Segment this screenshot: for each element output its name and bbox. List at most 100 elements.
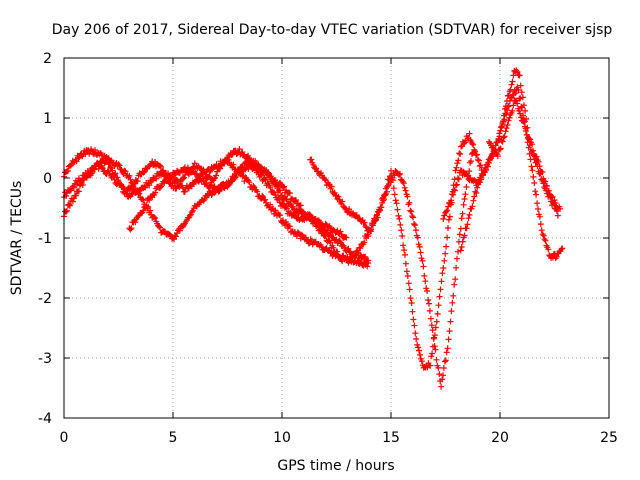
data-point [462, 191, 469, 198]
data-point [311, 216, 318, 222]
data-point [116, 162, 123, 169]
data-point [136, 190, 143, 197]
data-point [180, 175, 187, 182]
data-point [152, 189, 159, 196]
data-point [390, 185, 397, 192]
data-point [536, 213, 543, 220]
data-point [127, 226, 134, 233]
data-point [231, 175, 238, 182]
data-point [445, 225, 451, 231]
data-point [454, 255, 460, 262]
data-point [401, 184, 408, 191]
data-point [470, 197, 477, 204]
series-group [344, 130, 485, 371]
data-point [441, 257, 448, 264]
data-point [472, 148, 479, 155]
data-point [413, 336, 420, 342]
data-point [444, 234, 451, 241]
data-point [499, 120, 506, 127]
data-point [361, 219, 368, 226]
data-point [448, 308, 455, 315]
data-point [156, 162, 163, 169]
data-point [472, 188, 479, 195]
data-point [343, 234, 350, 241]
data-point [186, 212, 193, 219]
data-point [445, 336, 452, 343]
data-point [417, 351, 423, 358]
data-point [531, 180, 538, 186]
data-point [115, 161, 122, 168]
data-point [517, 95, 524, 102]
data-point [463, 184, 470, 190]
data-point [470, 141, 477, 148]
data-point [411, 221, 417, 227]
data-point [378, 204, 385, 211]
data-point [69, 198, 76, 205]
data-point [477, 179, 484, 186]
data-point [455, 248, 461, 255]
data-point [281, 183, 287, 190]
data-point [306, 211, 313, 218]
data-point [459, 238, 466, 245]
data-point [501, 133, 508, 140]
data-point [457, 151, 464, 157]
data-point [310, 216, 317, 223]
data-point [445, 216, 452, 223]
data-point [456, 231, 463, 238]
data-point [466, 130, 473, 137]
data-point [460, 140, 467, 147]
x-tick-label: 15 [382, 430, 400, 446]
data-point [530, 173, 537, 180]
data-point [471, 193, 478, 200]
data-point [424, 288, 431, 294]
data-point [514, 100, 521, 107]
data-point [75, 188, 82, 195]
data-point [436, 371, 443, 378]
data-point [483, 167, 489, 174]
data-point [446, 328, 453, 335]
data-point [459, 210, 466, 217]
data-point [453, 264, 460, 271]
data-point [443, 208, 450, 215]
data-point [534, 200, 541, 207]
data-point [513, 97, 520, 104]
data-point [477, 162, 484, 169]
data-point [368, 226, 375, 233]
data-point [417, 249, 424, 256]
data-point [66, 201, 72, 208]
data-point [427, 362, 434, 369]
data-point [139, 196, 146, 203]
data-point [297, 202, 304, 209]
data-point [402, 260, 409, 267]
data-point [423, 285, 430, 292]
data-point [518, 89, 525, 96]
data-point [394, 206, 401, 213]
data-point [258, 164, 265, 171]
series-group [61, 156, 372, 270]
data-point [444, 207, 451, 214]
data-point [272, 207, 279, 214]
data-point [134, 178, 141, 184]
data-point [474, 151, 480, 158]
data-point [141, 168, 148, 175]
data-point [435, 302, 442, 309]
data-point [66, 202, 73, 209]
data-point [506, 114, 513, 121]
data-point [505, 103, 512, 110]
data-point [396, 215, 403, 222]
data-point [157, 224, 164, 231]
data-point [535, 206, 541, 212]
data-point [353, 212, 360, 219]
data-point [181, 174, 188, 181]
data-point [201, 196, 208, 203]
data-point [455, 176, 462, 183]
data-point [362, 253, 369, 260]
data-point [410, 316, 417, 323]
data-point [64, 167, 71, 174]
data-point [308, 156, 315, 163]
data-point [355, 249, 362, 256]
data-point [534, 163, 541, 170]
data-point [533, 159, 540, 166]
y-tick-label: -3 [38, 351, 52, 367]
